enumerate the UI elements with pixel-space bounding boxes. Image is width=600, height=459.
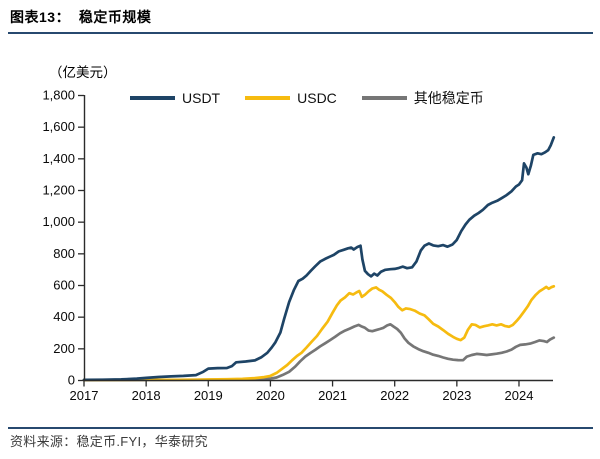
y-tick-label: 1,200 <box>42 183 75 198</box>
y-tick-label: 800 <box>53 246 75 261</box>
x-tick-label: 2019 <box>194 388 223 403</box>
source-note: 资料来源：稳定币.FYI，华泰研究 <box>10 434 208 449</box>
figure-title: 图表13： 稳定币规模 <box>10 9 152 25</box>
legend-label-usdc: USDC <box>297 90 337 106</box>
x-tick-label: 2023 <box>442 388 471 403</box>
legend-item-other-stablecoins: 其他稳定币 <box>361 88 484 108</box>
legend-item-usdc: USDC <box>245 90 337 106</box>
y-tick-label: 200 <box>53 341 75 356</box>
x-tick-label: 2024 <box>505 388 534 403</box>
header-rule <box>8 32 593 34</box>
y-tick-label: 400 <box>53 309 75 324</box>
legend-label-usdt: USDT <box>182 90 221 106</box>
series-line-其他稳定币 <box>82 322 556 382</box>
x-tick-label: 2022 <box>380 388 409 403</box>
x-tick-label: 2017 <box>70 388 99 403</box>
y-tick-label: 600 <box>53 278 75 293</box>
x-tick-label: 2018 <box>132 388 161 403</box>
series-line-USDC <box>82 284 556 382</box>
y-axis-unit-label: （亿美元） <box>49 65 117 80</box>
y-tick-label: 1,600 <box>42 119 75 134</box>
legend-marker-usdt <box>130 96 175 100</box>
series-line-USDT <box>82 136 556 382</box>
footer-rule <box>8 427 593 429</box>
legend: USDT USDC 其他稳定币 <box>130 88 484 108</box>
legend-label-other-stablecoins: 其他稳定币 <box>413 90 484 106</box>
y-tick-label: 1,000 <box>42 214 75 229</box>
y-tick-label: 1,400 <box>42 151 75 166</box>
x-tick-label: 2020 <box>256 388 285 403</box>
y-tick-label: 0 <box>68 373 75 388</box>
legend-marker-usdc <box>245 96 291 100</box>
legend-marker-other-stablecoins <box>361 96 407 100</box>
y-tick-label: 1,800 <box>42 88 75 103</box>
legend-item-usdt: USDT <box>130 90 220 106</box>
x-tick-label: 2021 <box>318 388 347 403</box>
